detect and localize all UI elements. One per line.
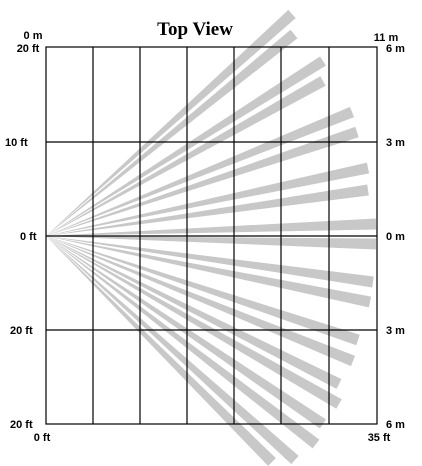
detection-beam: [46, 236, 356, 367]
detection-beam: [46, 236, 276, 466]
detection-beam: [46, 236, 342, 389]
detection-beam: [46, 162, 370, 236]
label-top-left-m: 0 m: [24, 30, 43, 42]
detection-beam: [46, 9, 296, 236]
label-bottom-right-ft: 35 ft: [368, 432, 391, 444]
detection-beam: [46, 56, 326, 237]
detection-beam: [46, 236, 299, 465]
detection-beam: [46, 29, 298, 237]
detection-beam: [46, 236, 320, 449]
label-top-left-ft: 20 ft: [17, 43, 40, 55]
right-label: 3 m: [386, 137, 405, 149]
detection-beam: [46, 76, 326, 236]
right-label: 6 m: [386, 43, 405, 55]
detection-beams: [46, 9, 377, 466]
label-bottom-left-ft: 0 ft: [34, 432, 51, 444]
left-label: 20 ft: [10, 325, 33, 337]
detection-beam: [46, 236, 372, 308]
right-label: 0 m: [386, 231, 405, 243]
detection-beam: [46, 236, 374, 288]
grid: [45, 46, 378, 425]
detection-beam: [46, 106, 355, 236]
detection-beam: [46, 184, 369, 236]
right-label: 6 m: [386, 419, 405, 431]
label-top-right-m: 11 m: [374, 32, 399, 44]
left-label: 10 ft: [5, 137, 28, 149]
left-label: 0 ft: [20, 231, 37, 243]
detection-beam: [46, 236, 342, 409]
left-label: 20 ft: [10, 419, 33, 431]
detection-beam: [46, 218, 377, 236]
detection-beam: [46, 236, 377, 250]
detection-beam: [46, 236, 327, 429]
right-label: 3 m: [386, 325, 405, 337]
diagram-title: Top View: [157, 19, 233, 40]
